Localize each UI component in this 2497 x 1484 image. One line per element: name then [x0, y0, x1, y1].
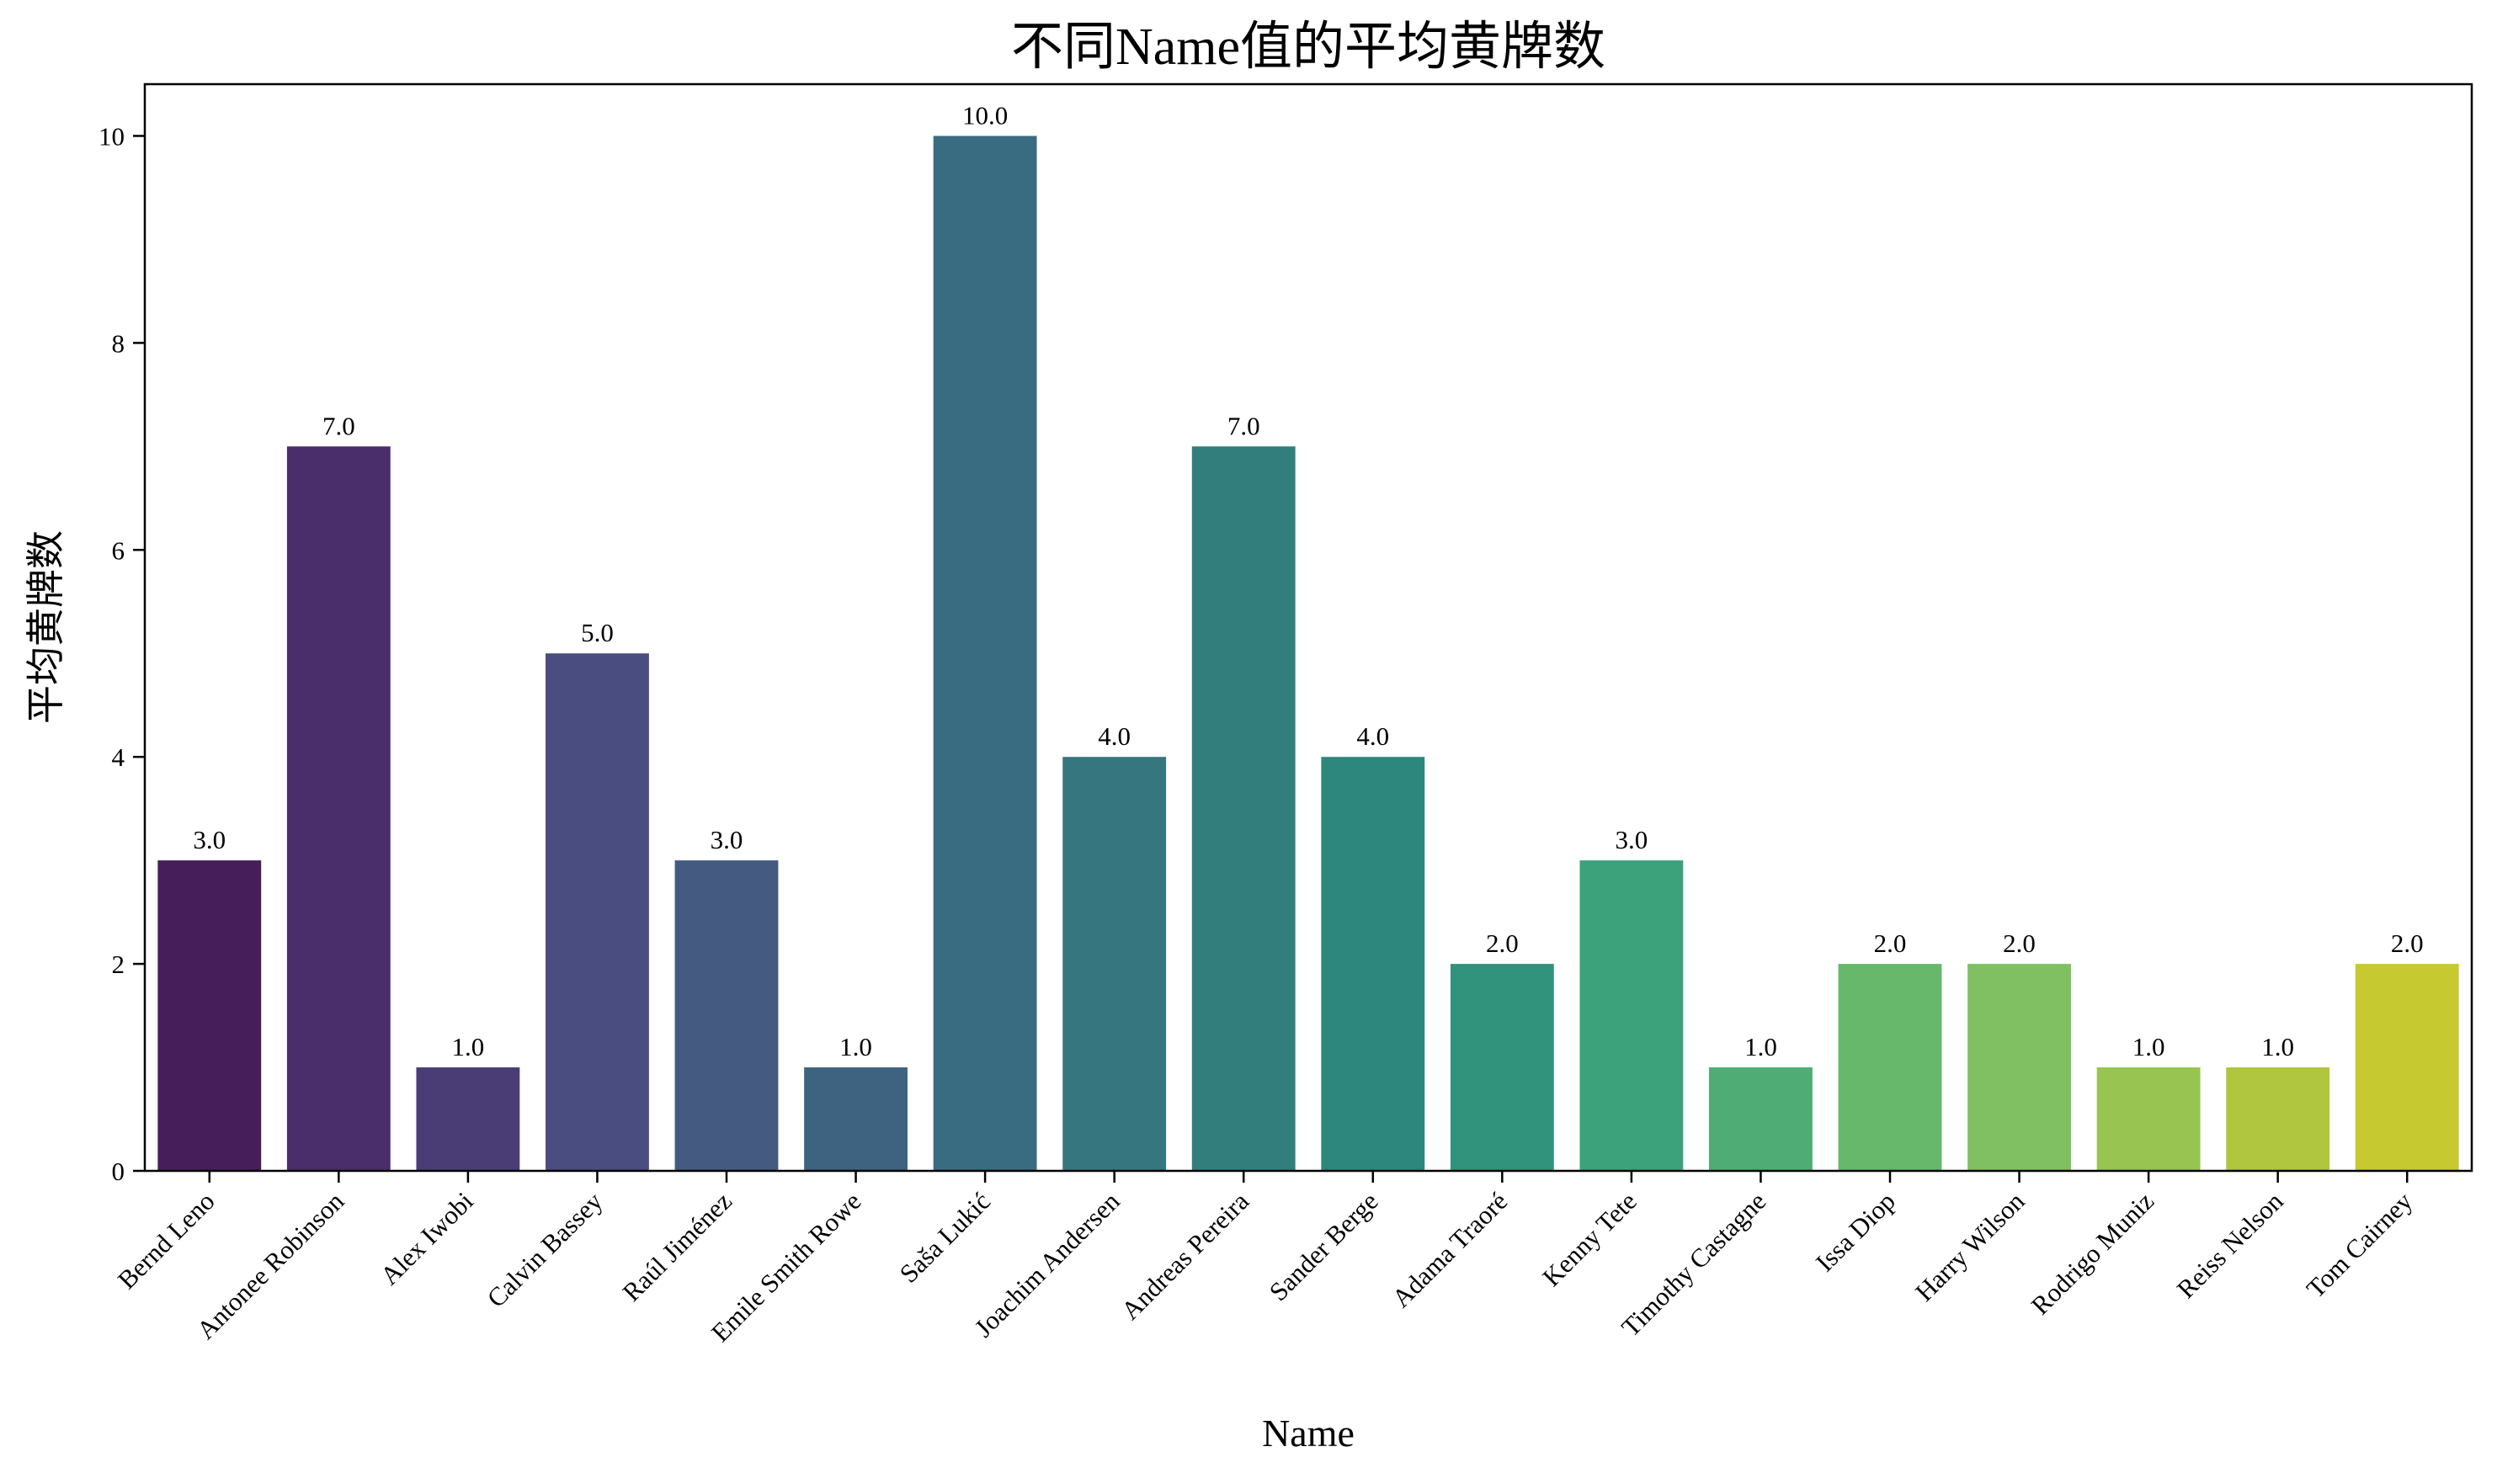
bar-7	[1062, 757, 1167, 1171]
x-tick-label: Raúl Jiménez	[616, 1186, 737, 1306]
y-tick-label: 4	[112, 742, 125, 772]
bar-13	[1838, 964, 1942, 1171]
data-label: 1.0	[1744, 1032, 1777, 1061]
bar-6	[933, 136, 1037, 1171]
plot-frame	[143, 82, 2473, 1173]
x-tick-label: Reiss Nelson	[2171, 1186, 2289, 1304]
bar-12	[1709, 1067, 1813, 1171]
data-label: 1.0	[839, 1032, 872, 1061]
data-label: 1.0	[2132, 1032, 2165, 1061]
x-tick-label: Adama Traoré	[1387, 1186, 1514, 1313]
y-tick-label: 2	[112, 949, 125, 979]
bar-15	[2096, 1067, 2201, 1171]
bar-4	[674, 860, 779, 1171]
data-label: 5.0	[581, 618, 614, 647]
bar-17	[2355, 964, 2459, 1171]
y-axis-label: 平均黄牌数	[24, 530, 67, 724]
y-tick-label: 0	[112, 1157, 125, 1186]
x-axis-label: Name	[1262, 1412, 1355, 1455]
data-label: 10.0	[962, 100, 1008, 130]
data-label: 1.0	[452, 1032, 485, 1061]
bar-14	[1967, 964, 2071, 1171]
x-tick-label: Tom Cairney	[2301, 1186, 2419, 1304]
data-label: 1.0	[2261, 1032, 2294, 1061]
x-tick-label: Andreas Pereira	[1115, 1186, 1255, 1326]
data-label: 4.0	[1098, 721, 1131, 751]
x-tick-label: Saša Lukić	[894, 1186, 997, 1289]
x-tick-label: Alex Iwobi	[375, 1186, 479, 1290]
data-label: 7.0	[1227, 411, 1260, 440]
data-label: 3.0	[711, 825, 743, 854]
y-tick-label: 6	[112, 535, 125, 565]
y-tick-label: 8	[112, 328, 125, 358]
x-tick-label: Kenny Tete	[1536, 1186, 1642, 1292]
bar-16	[2226, 1067, 2330, 1171]
chart-title: 不同Name值的平均黄牌数	[1011, 19, 1605, 76]
bar-2	[416, 1067, 520, 1171]
bar-1	[286, 446, 391, 1171]
x-tick-label: Calvin Bassey	[482, 1186, 609, 1313]
bar-3	[546, 653, 649, 1171]
x-tick-label: Harry Wilson	[1909, 1186, 2031, 1307]
data-label: 3.0	[193, 825, 226, 854]
x-tick-label: Bernd Leno	[112, 1186, 221, 1295]
y-tick-label: 10	[98, 121, 125, 151]
bar-11	[1579, 860, 1684, 1171]
data-label: 3.0	[1616, 825, 1648, 854]
bar-10	[1450, 964, 1554, 1171]
data-label: 2.0	[1874, 928, 1907, 958]
data-label: 2.0	[1486, 928, 1519, 958]
x-tick-label: Issa Diop	[1810, 1186, 1901, 1277]
data-label: 7.0	[322, 411, 355, 440]
bar-0	[157, 860, 262, 1171]
bar-5	[804, 1067, 908, 1171]
x-tick-label: Sander Berge	[1264, 1186, 1384, 1306]
bar-9	[1321, 757, 1425, 1171]
data-label: 2.0	[2003, 928, 2036, 958]
bar-8	[1191, 446, 1296, 1171]
data-label: 2.0	[2391, 928, 2424, 958]
data-label: 4.0	[1356, 721, 1389, 751]
x-tick-label: Rodrigo Muniz	[2026, 1186, 2159, 1320]
